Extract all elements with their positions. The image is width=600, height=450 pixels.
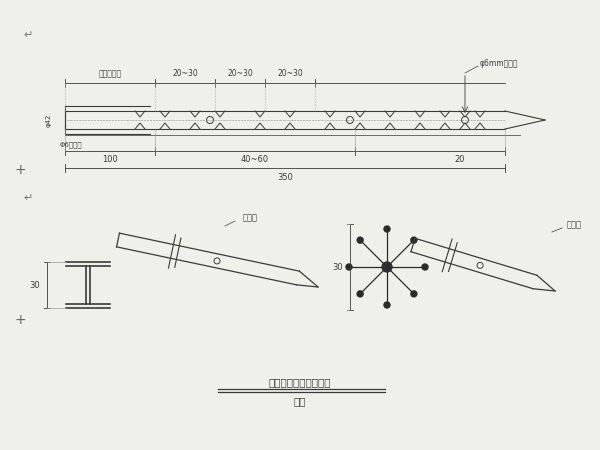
Circle shape: [357, 237, 363, 243]
Text: 20~30: 20~30: [277, 69, 303, 78]
Text: 示意: 示意: [294, 396, 306, 406]
Circle shape: [411, 291, 417, 297]
Text: +: +: [14, 163, 26, 177]
Circle shape: [422, 264, 428, 270]
Text: 30: 30: [29, 280, 40, 289]
Circle shape: [384, 226, 390, 232]
Circle shape: [357, 291, 363, 297]
Text: 20: 20: [455, 156, 465, 165]
Text: Φ6加劲箋: Φ6加劲箋: [60, 142, 83, 148]
Circle shape: [382, 262, 392, 272]
Circle shape: [384, 302, 390, 308]
Text: ↵: ↵: [23, 30, 32, 40]
Text: 350: 350: [277, 172, 293, 181]
Text: +: +: [14, 313, 26, 327]
Text: φ6mm注浆孔: φ6mm注浆孔: [480, 58, 518, 68]
Text: 预留止浆段: 预留止浆段: [98, 69, 122, 78]
Text: 钉花算: 钉花算: [242, 213, 257, 222]
Circle shape: [346, 264, 352, 270]
Text: ↵: ↵: [23, 193, 32, 203]
Text: 30: 30: [332, 262, 343, 271]
Text: 20~30: 20~30: [172, 69, 198, 78]
Circle shape: [411, 237, 417, 243]
Text: 100: 100: [102, 156, 118, 165]
Text: 小号管架设位置示意图: 小号管架设位置示意图: [269, 377, 331, 387]
Text: 40~60: 40~60: [241, 156, 269, 165]
Text: φ42: φ42: [46, 113, 52, 127]
Text: 20~30: 20~30: [227, 69, 253, 78]
Text: 钉花算: 钉花算: [566, 220, 581, 230]
